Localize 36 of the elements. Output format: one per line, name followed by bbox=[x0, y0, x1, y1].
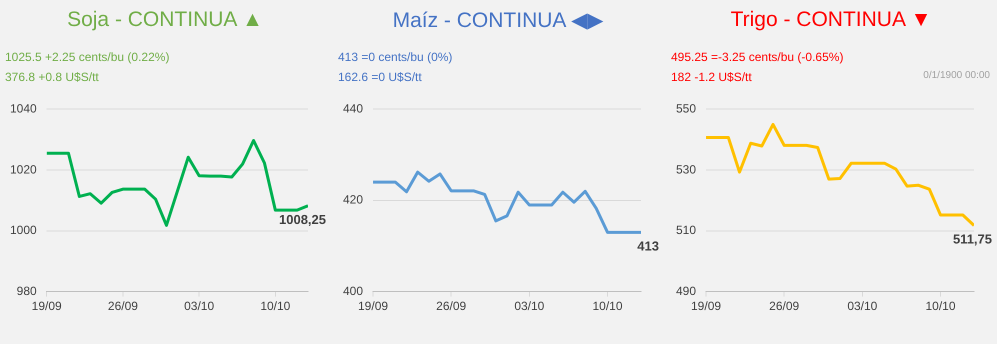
x-tick-label: 10/10 bbox=[592, 299, 623, 314]
x-tick-label: 10/10 bbox=[925, 299, 956, 314]
y-tick-label: 440 bbox=[342, 102, 364, 116]
y-tick-label: 530 bbox=[676, 162, 696, 176]
chart-subtitle: 413 =0 cents/bu (0%) bbox=[338, 50, 452, 64]
x-tick-label: 10/10 bbox=[260, 299, 291, 314]
y-tick-label: 490 bbox=[676, 284, 696, 298]
text: 182 -1.2 U$S/tt bbox=[671, 70, 752, 84]
x-tick-label: 03/10 bbox=[847, 299, 878, 314]
y-tick-label: 1040 bbox=[10, 102, 38, 116]
y-tick-label: 1020 bbox=[10, 162, 38, 176]
x-tick-label: 26/09 bbox=[108, 299, 138, 314]
chart-title: Trigo - CONTINUA ▼ bbox=[730, 8, 932, 32]
x-tick-label: 26/09 bbox=[436, 299, 467, 314]
y-tick-label: 420 bbox=[342, 192, 364, 207]
chart-subtitle: 495.25 =-3.25 cents/bu (-0.65%) bbox=[671, 50, 844, 64]
text: 0/1/1900 00:00 bbox=[923, 70, 990, 81]
data-label: 511,75 bbox=[952, 232, 992, 247]
x-tick-label: 26/09 bbox=[769, 299, 800, 314]
x-tick-label: 19/09 bbox=[358, 299, 388, 314]
chart-title: Maíz - CONTINUA ◀▶ bbox=[392, 8, 604, 33]
chart-subtitle: 1025.5 +2.25 cents/bu (0.22%) bbox=[5, 50, 170, 64]
x-tick-label: 19/09 bbox=[32, 299, 62, 314]
x-tick-label: 03/10 bbox=[514, 299, 545, 314]
data-label: 1008,25 bbox=[279, 212, 326, 227]
y-tick-label: 980 bbox=[16, 284, 38, 298]
x-tick-label: 19/09 bbox=[691, 299, 722, 314]
text: 376.8 +0.8 U$S/tt bbox=[5, 70, 99, 84]
y-tick-label: 510 bbox=[676, 223, 696, 238]
y-tick-label: 550 bbox=[676, 102, 696, 116]
text: 162.6 =0 U$S/tt bbox=[338, 70, 422, 84]
y-tick-label: 1000 bbox=[10, 223, 38, 238]
chart-title: Soja - CONTINUA ▲ bbox=[66, 8, 264, 32]
y-tick-label: 400 bbox=[342, 284, 364, 298]
data-label: 413 bbox=[637, 238, 659, 254]
x-tick-label: 03/10 bbox=[184, 299, 214, 314]
